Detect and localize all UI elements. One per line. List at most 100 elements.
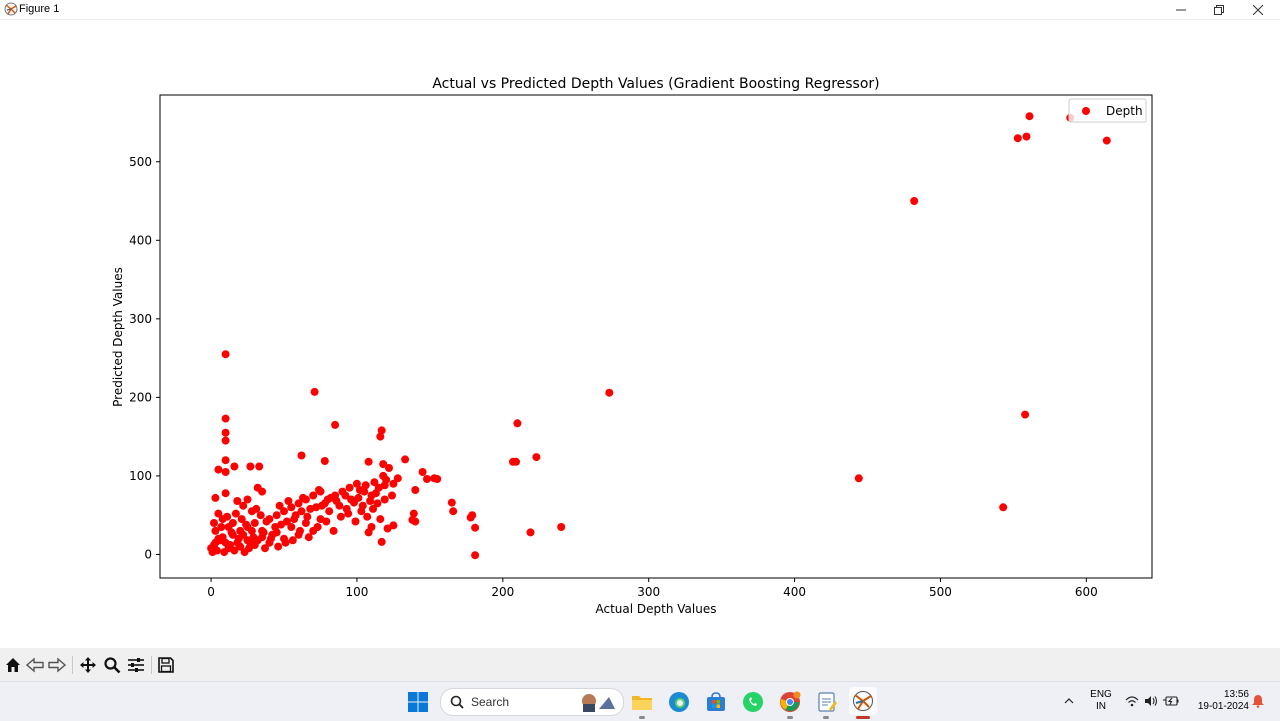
running-indicator (787, 716, 793, 719)
volume-status[interactable] (1143, 692, 1159, 710)
data-point (357, 507, 366, 516)
y-tick-label: 400 (129, 233, 152, 247)
x-tick-label: 300 (637, 585, 660, 599)
data-point (449, 507, 458, 516)
data-point (344, 509, 353, 518)
x-tick-label: 100 (345, 585, 368, 599)
clock[interactable]: 13:56 19-01-2024 (1187, 689, 1249, 713)
battery-status[interactable] (1162, 692, 1180, 710)
language-region: IN (1096, 701, 1106, 712)
restore-button[interactable] (1200, 0, 1238, 19)
pan-button[interactable] (77, 654, 99, 676)
data-point (361, 481, 370, 490)
plot-toolbar (0, 648, 1280, 681)
chart-title: Actual vs Predicted Depth Values (Gradie… (432, 76, 879, 92)
data-point (210, 519, 218, 527)
data-point (388, 491, 396, 500)
y-tick-label: 100 (129, 469, 152, 483)
whatsapp-taskbar-icon[interactable] (740, 689, 766, 715)
data-point (379, 460, 388, 469)
matplotlib-icon (853, 691, 873, 711)
data-point (211, 538, 220, 547)
data-point (313, 523, 322, 531)
data-point (221, 428, 230, 437)
data-point (418, 468, 427, 476)
zoom-button[interactable] (101, 654, 123, 676)
folder-icon (632, 696, 652, 710)
data-point (1102, 136, 1111, 145)
data-point (309, 491, 318, 500)
figure-canvas[interactable]: 0 100 200 300 400 500 600 0 100 200 300 400 500 Act… (0, 20, 1280, 648)
data-point (226, 541, 234, 549)
wifi-status[interactable] (1124, 692, 1140, 710)
data-point (1022, 132, 1031, 141)
data-point (331, 420, 340, 429)
data-point (250, 519, 259, 527)
data-point (1013, 134, 1022, 143)
data-point (266, 534, 275, 543)
data-point (272, 511, 281, 520)
data-point (325, 507, 334, 516)
forward-arrow-icon (48, 657, 66, 673)
active-indicator (856, 716, 870, 719)
data-point (370, 478, 379, 487)
microsoft-store-taskbar-icon[interactable] (703, 689, 729, 715)
data-point (290, 515, 299, 524)
home-button[interactable] (2, 654, 24, 676)
data-point (389, 521, 398, 530)
wifi-icon (1125, 696, 1139, 707)
search-highlight-icon (582, 694, 615, 712)
matplotlib-taskbar-icon[interactable] (849, 687, 877, 715)
restore-icon (1214, 4, 1224, 15)
data-point (329, 526, 338, 535)
taskbar-search-box[interactable]: Search (440, 688, 624, 716)
language-indicator[interactable]: ENG IN (1086, 689, 1116, 713)
x-tick-label: 600 (1075, 585, 1098, 599)
windows-logo-icon (408, 692, 428, 712)
data-point (218, 533, 227, 542)
whatsapp-icon (743, 692, 763, 712)
minimize-button[interactable] (1162, 0, 1200, 19)
minimize-icon (1176, 9, 1186, 10)
data-point (246, 462, 255, 471)
notification-bell-icon (1252, 695, 1264, 708)
close-button[interactable] (1239, 0, 1277, 19)
search-icon (450, 695, 464, 709)
data-point (304, 533, 313, 542)
data-point (274, 542, 283, 551)
zoom-magnifier-icon (104, 657, 121, 674)
data-point (423, 475, 431, 483)
data-point (471, 523, 480, 532)
forward-button[interactable] (46, 654, 68, 676)
data-point (367, 523, 376, 531)
data-point (376, 515, 385, 524)
data-point (261, 544, 269, 553)
data-point (999, 503, 1008, 512)
notifications-button[interactable] (1250, 692, 1266, 710)
chrome-taskbar-icon[interactable] (777, 689, 803, 715)
edge-taskbar-icon[interactable] (666, 689, 692, 715)
clock-date: 19-01-2024 (1197, 701, 1249, 712)
data-point (239, 501, 248, 510)
data-point (255, 462, 264, 471)
back-button[interactable] (24, 654, 46, 676)
data-point (296, 526, 304, 535)
show-hidden-icons-button[interactable] (1060, 692, 1078, 710)
file-explorer-taskbar-icon[interactable] (629, 689, 655, 715)
data-point (221, 436, 230, 445)
home-icon (6, 658, 20, 672)
data-point (471, 551, 480, 560)
data-point (297, 451, 306, 460)
start-button[interactable] (405, 689, 431, 715)
data-point (512, 457, 520, 466)
x-tick-label: 500 (929, 585, 952, 599)
y-tick-label: 200 (129, 390, 152, 404)
save-button[interactable] (155, 654, 177, 676)
window-title: Figure 1 (19, 3, 60, 15)
configure-subplots-button[interactable] (125, 654, 147, 676)
data-point (214, 465, 223, 474)
data-point (380, 481, 389, 490)
notepad-taskbar-icon[interactable] (814, 689, 840, 715)
data-point (211, 526, 220, 535)
data-point (231, 509, 240, 518)
